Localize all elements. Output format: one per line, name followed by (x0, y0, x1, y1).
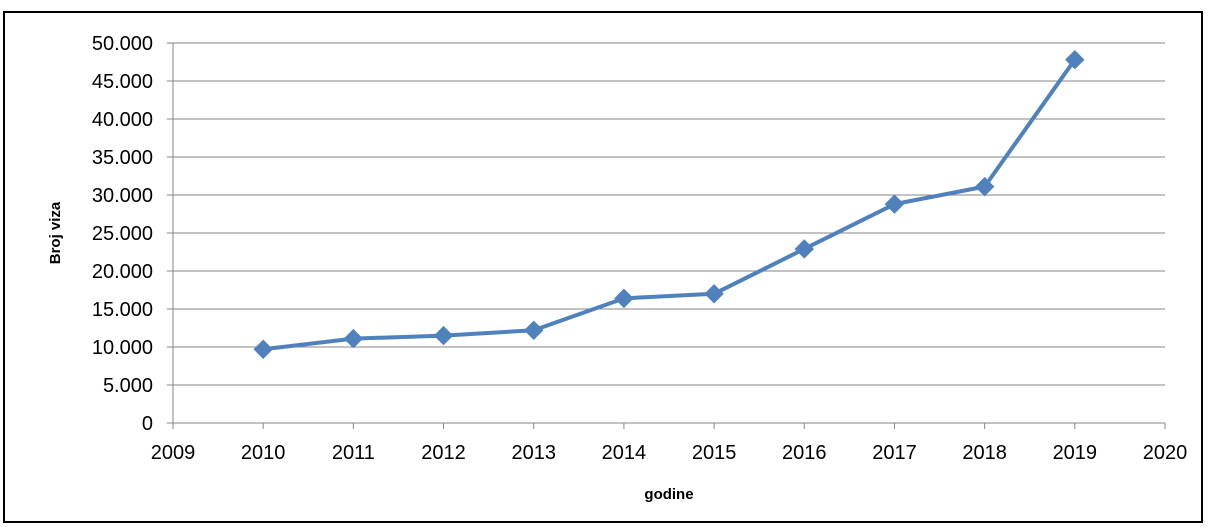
y-axis-tick-labels: 0 5.000 10.000 15.000 20.000 25.000 30.000 35.0… (92, 33, 153, 435)
axes (167, 42, 1166, 429)
data-point-marker (253, 339, 273, 359)
series-line (262, 58, 1077, 352)
y-tick-label: 10.000 (92, 337, 153, 359)
x-tick-label: 2015 (692, 442, 737, 464)
data-point-marker (704, 284, 724, 304)
data-series (253, 50, 1085, 359)
x-tick-label: 2012 (421, 442, 466, 464)
x-tick-label: 2009 (151, 442, 196, 464)
data-point-marker (433, 325, 454, 346)
chart-frame: 0 5.000 10.000 15.000 20.000 25.000 30.000 35.0… (3, 11, 1203, 523)
x-tick-label: 2010 (241, 442, 286, 464)
data-point-marker (614, 288, 634, 309)
y-tick-label: 0 (142, 413, 153, 435)
y-tick-label: 25.000 (92, 223, 153, 245)
data-point-marker (884, 194, 905, 214)
y-tick-label: 5.000 (103, 375, 153, 397)
y-tick-label: 20.000 (92, 261, 153, 283)
x-tick-label: 2013 (511, 442, 556, 464)
y-tick-label: 40.000 (92, 109, 153, 131)
x-tick-label: 2020 (1143, 442, 1188, 464)
y-tick-label: 45.000 (92, 71, 153, 93)
data-point-marker (1065, 50, 1085, 70)
y-axis-title: Broj viza (47, 201, 64, 264)
x-tick-label: 2019 (1053, 442, 1098, 464)
y-tick-label: 15.000 (92, 299, 153, 321)
y-tick-label: 30.000 (92, 185, 153, 207)
x-axis-tick-labels: 2009 2010 2011 2012 2013 2014 2015 2016 2017 2018… (151, 442, 1188, 464)
data-point-marker (343, 328, 364, 349)
x-tick-label: 2018 (962, 442, 1007, 464)
x-tick-label: 2014 (602, 442, 647, 464)
x-tick-label: 2017 (872, 442, 917, 464)
y-tick-label: 35.000 (92, 147, 153, 169)
x-axis-title: godine (644, 486, 693, 503)
data-point-marker (524, 320, 544, 340)
data-point-marker (974, 176, 995, 197)
x-tick-label: 2016 (782, 442, 827, 464)
gridlines (173, 42, 1165, 386)
line-chart: 0 5.000 10.000 15.000 20.000 25.000 30.000 35.0… (47, 33, 1188, 503)
x-tick-label: 2011 (332, 442, 375, 464)
y-tick-label: 50.000 (92, 33, 153, 55)
data-point-marker (794, 239, 814, 259)
